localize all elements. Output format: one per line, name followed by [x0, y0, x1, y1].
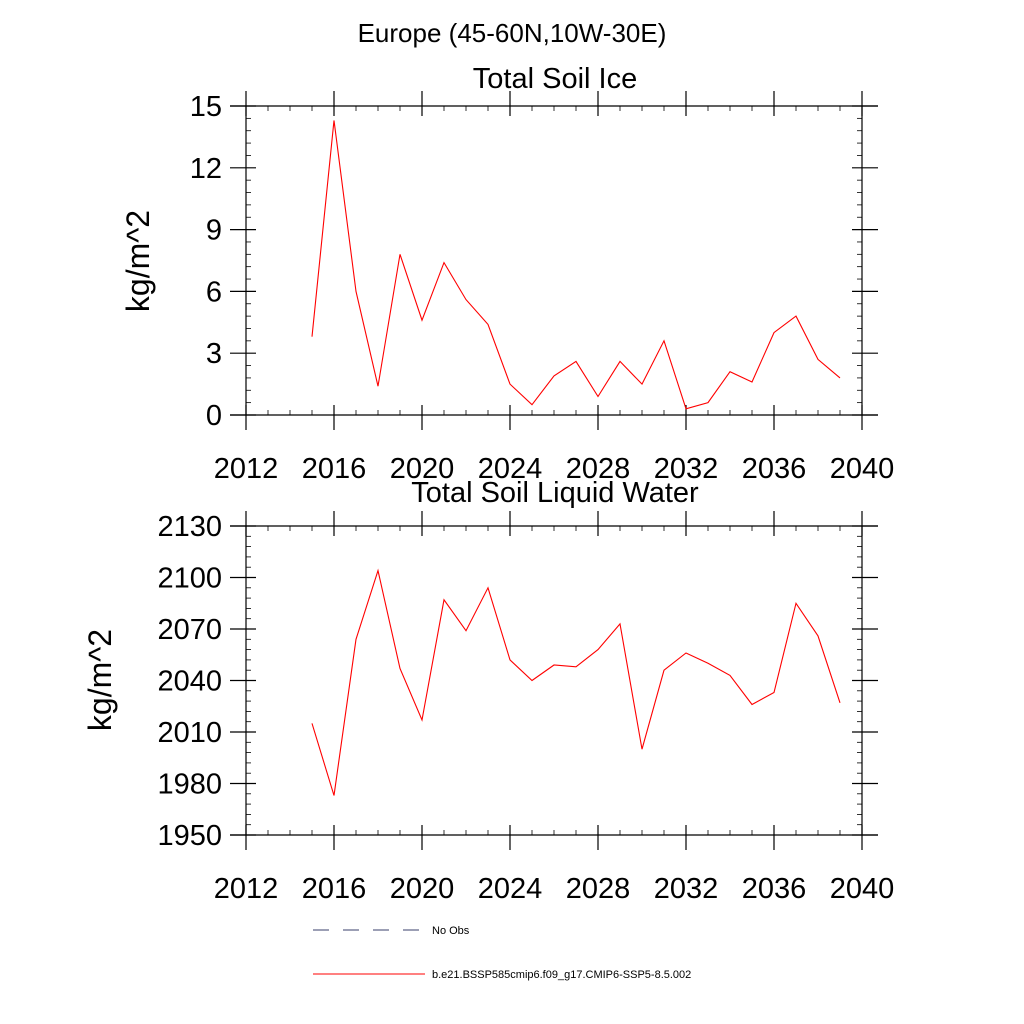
- y-axis-label: kg/m^2: [120, 210, 156, 312]
- y-tick-label: 0: [206, 400, 222, 432]
- x-tick-label: 2012: [214, 873, 279, 905]
- plot-area: [311, 120, 841, 410]
- x-tick-label: 2028: [566, 453, 631, 485]
- legend: No Obs b.e21.BSSP585cmip6.f09_g17.CMIP6-…: [313, 925, 691, 981]
- y-axis-label: kg/m^2: [82, 629, 118, 731]
- legend-item-no-obs: No Obs: [313, 925, 470, 937]
- x-tick-label: 2040: [830, 453, 895, 485]
- x-tick-label: 2020: [390, 453, 455, 485]
- x-tick-label: 2032: [654, 873, 719, 905]
- y-tick-label: 15: [190, 91, 222, 123]
- series-line: [311, 568, 841, 796]
- panel-soil-liquid-water: Total Soil Liquid Water kg/m^2 1950 1980 2…: [82, 477, 894, 905]
- axis-ticks: 0 3 6 9 12 15 2012 2016 2020 2024 2028 2032 2036 2040: [190, 91, 895, 485]
- panel-title: Total Soil Ice: [473, 63, 637, 95]
- x-tick-label: 2016: [302, 453, 367, 485]
- figure-suptitle: Europe (45-60N,10W-30E): [358, 18, 667, 48]
- x-tick-label: 2036: [742, 873, 807, 905]
- x-tick-label: 2032: [654, 453, 719, 485]
- plot-area: [311, 568, 841, 796]
- x-tick-label: 2024: [478, 873, 543, 905]
- y-tick-label: 2040: [157, 666, 222, 698]
- panel-soil-ice: Total Soil Ice kg/m^2 0 3 6 9 12 15 2012 2016 20…: [120, 63, 894, 485]
- series-line: [311, 120, 841, 410]
- y-tick-label: 2070: [157, 614, 222, 646]
- y-tick-label: 6: [206, 276, 222, 308]
- x-tick-label: 2028: [566, 873, 631, 905]
- y-tick-label: 1950: [157, 820, 222, 852]
- y-tick-label: 9: [206, 215, 222, 247]
- x-tick-label: 2036: [742, 453, 807, 485]
- y-tick-label: 2100: [157, 563, 222, 595]
- x-tick-label: 2012: [214, 453, 279, 485]
- y-tick-label: 2130: [157, 511, 222, 543]
- y-tick-label: 2010: [157, 717, 222, 749]
- x-tick-label: 2040: [830, 873, 895, 905]
- x-tick-label: 2024: [478, 453, 543, 485]
- panel-title: Total Soil Liquid Water: [411, 477, 699, 509]
- y-tick-label: 3: [206, 338, 222, 370]
- legend-label: No Obs: [432, 925, 470, 937]
- y-tick-label: 1980: [157, 769, 222, 801]
- y-tick-label: 12: [190, 153, 222, 185]
- x-tick-label: 2020: [390, 873, 455, 905]
- legend-label: b.e21.BSSP585cmip6.f09_g17.CMIP6-SSP5-8.…: [432, 969, 691, 981]
- axis-ticks: 1950 1980 2010 2040 2070 2100 2130 2012 2016 2020…: [157, 511, 894, 905]
- x-tick-label: 2016: [302, 873, 367, 905]
- legend-item-model-run: b.e21.BSSP585cmip6.f09_g17.CMIP6-SSP5-8.…: [313, 969, 691, 981]
